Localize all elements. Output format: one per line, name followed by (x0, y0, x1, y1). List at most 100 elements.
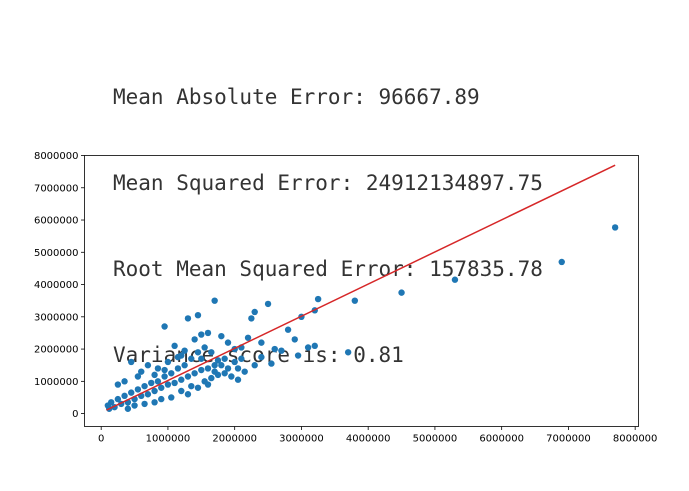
scatter-point (208, 349, 215, 356)
scatter-point (164, 381, 172, 388)
variance-score-text: Variance score is: 0.81 (113, 342, 404, 367)
scatter-point (191, 336, 198, 343)
scatter-point (204, 365, 212, 372)
scatter-point (198, 355, 205, 362)
scatter-point (184, 391, 192, 398)
x-tick-label: 3000000 (279, 434, 324, 445)
x-tick-label: 6000000 (479, 434, 524, 445)
scatter-point (141, 400, 148, 408)
scatter-point (154, 378, 162, 385)
scatter-point (208, 374, 215, 382)
scatter-point (258, 353, 265, 361)
scatter-point (151, 371, 158, 379)
metrics-output: Mean Absolute Error: 96667.89 Mean Squar… (113, 26, 543, 398)
scatter-point (128, 358, 135, 366)
scatter-point (188, 382, 195, 390)
scatter-point (248, 315, 255, 322)
regression-line (106, 164, 616, 411)
scatter-point (294, 352, 302, 359)
scatter-point (211, 362, 218, 369)
scatter-point (241, 368, 248, 375)
scatter-point (251, 362, 258, 369)
scatter-point (121, 378, 128, 385)
y-tick-label: 8000000 (34, 151, 79, 162)
scatter-point (214, 357, 222, 364)
x-tick-label: 0 (98, 434, 104, 445)
scatter-point (284, 326, 292, 333)
scatter-point (398, 289, 405, 296)
scatter-point (268, 360, 275, 367)
scatter-point (304, 344, 312, 351)
scatter-point (201, 378, 208, 385)
scatter-point (161, 323, 168, 330)
scatter-point (228, 373, 235, 380)
scatter-point (194, 349, 202, 356)
y-tick-label: 2000000 (34, 345, 79, 356)
scatter-point (191, 370, 198, 377)
scatter-point (168, 394, 175, 401)
scatter-point (611, 224, 619, 231)
scatter-point (171, 342, 178, 350)
x-tick-label: 8000000 (613, 434, 658, 445)
scatter-point (351, 297, 359, 304)
scatter-point (194, 384, 202, 391)
scatter-point (451, 276, 459, 283)
scatter-points (104, 224, 619, 412)
scatter-point (181, 362, 188, 369)
scatter-point (151, 387, 158, 395)
scatter-point (188, 355, 195, 362)
scatter-point (151, 399, 158, 406)
scatter-point (251, 308, 258, 316)
x-tick-label: 7000000 (546, 434, 591, 445)
scatter-point (184, 315, 192, 322)
scatter-point (221, 355, 228, 362)
scatter-point (201, 344, 208, 351)
scatter-point (218, 362, 225, 369)
y-tick-label: 7000000 (34, 183, 79, 194)
scatter-point (114, 395, 122, 403)
y-tick-label: 3000000 (34, 312, 79, 323)
y-axis: 0 1000000 2000000 3000000 4000000 5000000 6000… (34, 151, 85, 420)
x-tick-label: 5000000 (413, 434, 458, 445)
y-tick-label: 0 (72, 409, 78, 420)
x-tick-label: 4000000 (346, 434, 391, 445)
scatter-point (174, 365, 182, 372)
scatter-point (134, 373, 142, 380)
scatter-point (174, 353, 182, 361)
scatter-point (214, 371, 222, 379)
scatter-point (161, 366, 168, 374)
scatter-point (211, 297, 218, 304)
scatter-point (314, 295, 322, 303)
y-tick-label: 1000000 (34, 377, 79, 388)
y-tick-label: 6000000 (34, 216, 79, 227)
scatter-point (204, 329, 212, 337)
scatter-point (134, 386, 142, 393)
scatter-point (234, 376, 242, 383)
scatter-point (161, 373, 168, 380)
scatter-point (114, 381, 122, 388)
scatter-point (278, 347, 285, 354)
y-tick-label: 4000000 (34, 280, 79, 291)
scatter-point (271, 345, 278, 353)
scatter-point (144, 391, 152, 398)
scatter-point (121, 392, 128, 400)
scatter-point (128, 389, 135, 396)
x-tick-label: 1000000 (146, 434, 191, 445)
scatter-point (131, 402, 138, 409)
plot-frame (84, 155, 639, 427)
scatter-point (264, 300, 272, 308)
scatter-point (181, 347, 188, 354)
scatter-point (154, 365, 162, 372)
scatter-point (344, 349, 352, 356)
scatter-point (178, 387, 185, 395)
scatter-point (238, 355, 245, 362)
scatter-point (194, 311, 202, 319)
scatter-point (224, 339, 232, 346)
scatter-point (158, 384, 165, 391)
y-tick-label: 5000000 (34, 248, 79, 259)
mean-squared-error-text: Mean Squared Error: 24912134897.75 (113, 170, 543, 195)
scatter-point (198, 331, 205, 338)
scatter-point (224, 365, 232, 372)
scatter-point (218, 332, 225, 340)
